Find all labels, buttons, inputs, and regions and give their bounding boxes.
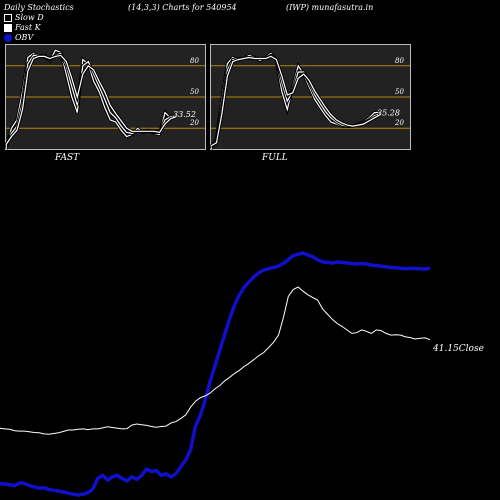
full-level-label-20: 20 <box>394 119 404 127</box>
fast-series-line-2 <box>5 54 177 146</box>
legend-swatch-fast-k <box>4 23 12 32</box>
full-panel-label: FULL <box>262 153 288 163</box>
full-series-shadow-0 <box>209 51 381 150</box>
close-price-line <box>0 286 431 435</box>
full-level-label-80: 80 <box>395 57 404 65</box>
full-last-value-label: 35.28 <box>377 108 400 117</box>
fast-level-label-50: 50 <box>190 88 199 96</box>
full-series-line-2 <box>210 55 381 147</box>
full-series-shadow-2 <box>210 54 381 148</box>
legend-fast-k: Fast K <box>4 23 41 32</box>
full-series-shadow-1 <box>209 53 381 148</box>
legend-label-slow-d: Slow D <box>15 13 44 22</box>
chart-title-center: (14,3,3) Charts for 540954 <box>128 3 237 12</box>
fast-last-value-label: 33.52 <box>173 110 196 119</box>
fast-level-label-20: 20 <box>189 119 199 127</box>
legend-label-fast-k: Fast K <box>15 23 41 32</box>
full-series-line-1 <box>210 54 381 148</box>
legend-swatch-obv <box>4 33 12 42</box>
fast-panel-label: FAST <box>55 153 80 163</box>
close-value-label: 41.15Close <box>432 344 484 354</box>
legend-label-obv: OBV <box>15 33 34 42</box>
obv-line <box>0 251 431 497</box>
fast-level-label-80: 80 <box>190 57 199 65</box>
legend-slow-d: Slow D <box>4 13 44 22</box>
legend-swatch-slow-d <box>4 13 12 22</box>
full-level-label-50: 50 <box>395 88 404 96</box>
chart-title-right: (IWP) munafasutra.in <box>286 3 374 12</box>
chart-title-left: Daily Stochastics <box>4 3 74 12</box>
legend-obv: OBV <box>4 33 33 42</box>
full-series-line-0 <box>210 52 381 150</box>
